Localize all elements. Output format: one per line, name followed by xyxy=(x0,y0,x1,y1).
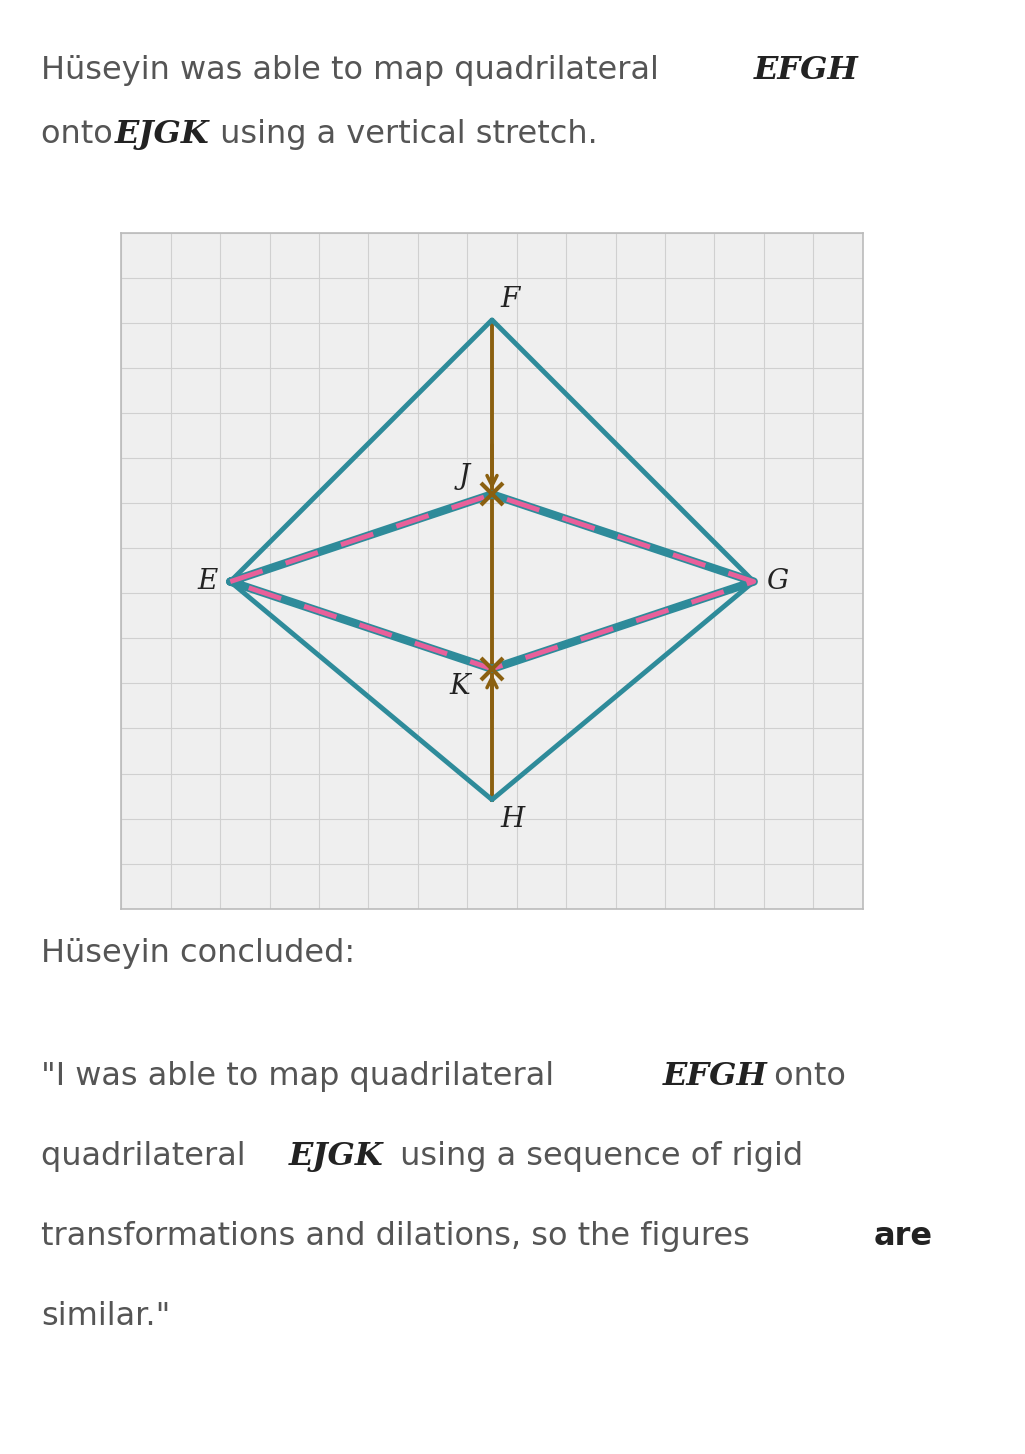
Text: EFGH: EFGH xyxy=(753,55,858,86)
Text: Hüseyin concluded:: Hüseyin concluded: xyxy=(41,938,355,968)
Text: G: G xyxy=(767,569,789,595)
Text: using a sequence of rigid: using a sequence of rigid xyxy=(390,1141,803,1172)
Text: onto: onto xyxy=(764,1061,846,1092)
Text: similar.": similar." xyxy=(41,1301,170,1332)
Text: using a vertical stretch.: using a vertical stretch. xyxy=(210,119,598,150)
Text: are: are xyxy=(873,1221,933,1252)
Text: H: H xyxy=(501,806,525,833)
Text: F: F xyxy=(501,286,520,314)
Text: EJGK: EJGK xyxy=(115,119,209,150)
Text: quadrilateral: quadrilateral xyxy=(41,1141,256,1172)
Text: E: E xyxy=(197,569,217,595)
Text: EJGK: EJGK xyxy=(289,1141,383,1172)
Text: EFGH: EFGH xyxy=(663,1061,768,1092)
Text: onto: onto xyxy=(41,119,123,150)
Text: Hüseyin was able to map quadrilateral: Hüseyin was able to map quadrilateral xyxy=(41,55,669,86)
Text: transformations and dilations, so the figures: transformations and dilations, so the fi… xyxy=(41,1221,760,1252)
Text: K: K xyxy=(449,673,470,701)
Text: J: J xyxy=(459,462,470,490)
Text: "I was able to map quadrilateral: "I was able to map quadrilateral xyxy=(41,1061,564,1092)
